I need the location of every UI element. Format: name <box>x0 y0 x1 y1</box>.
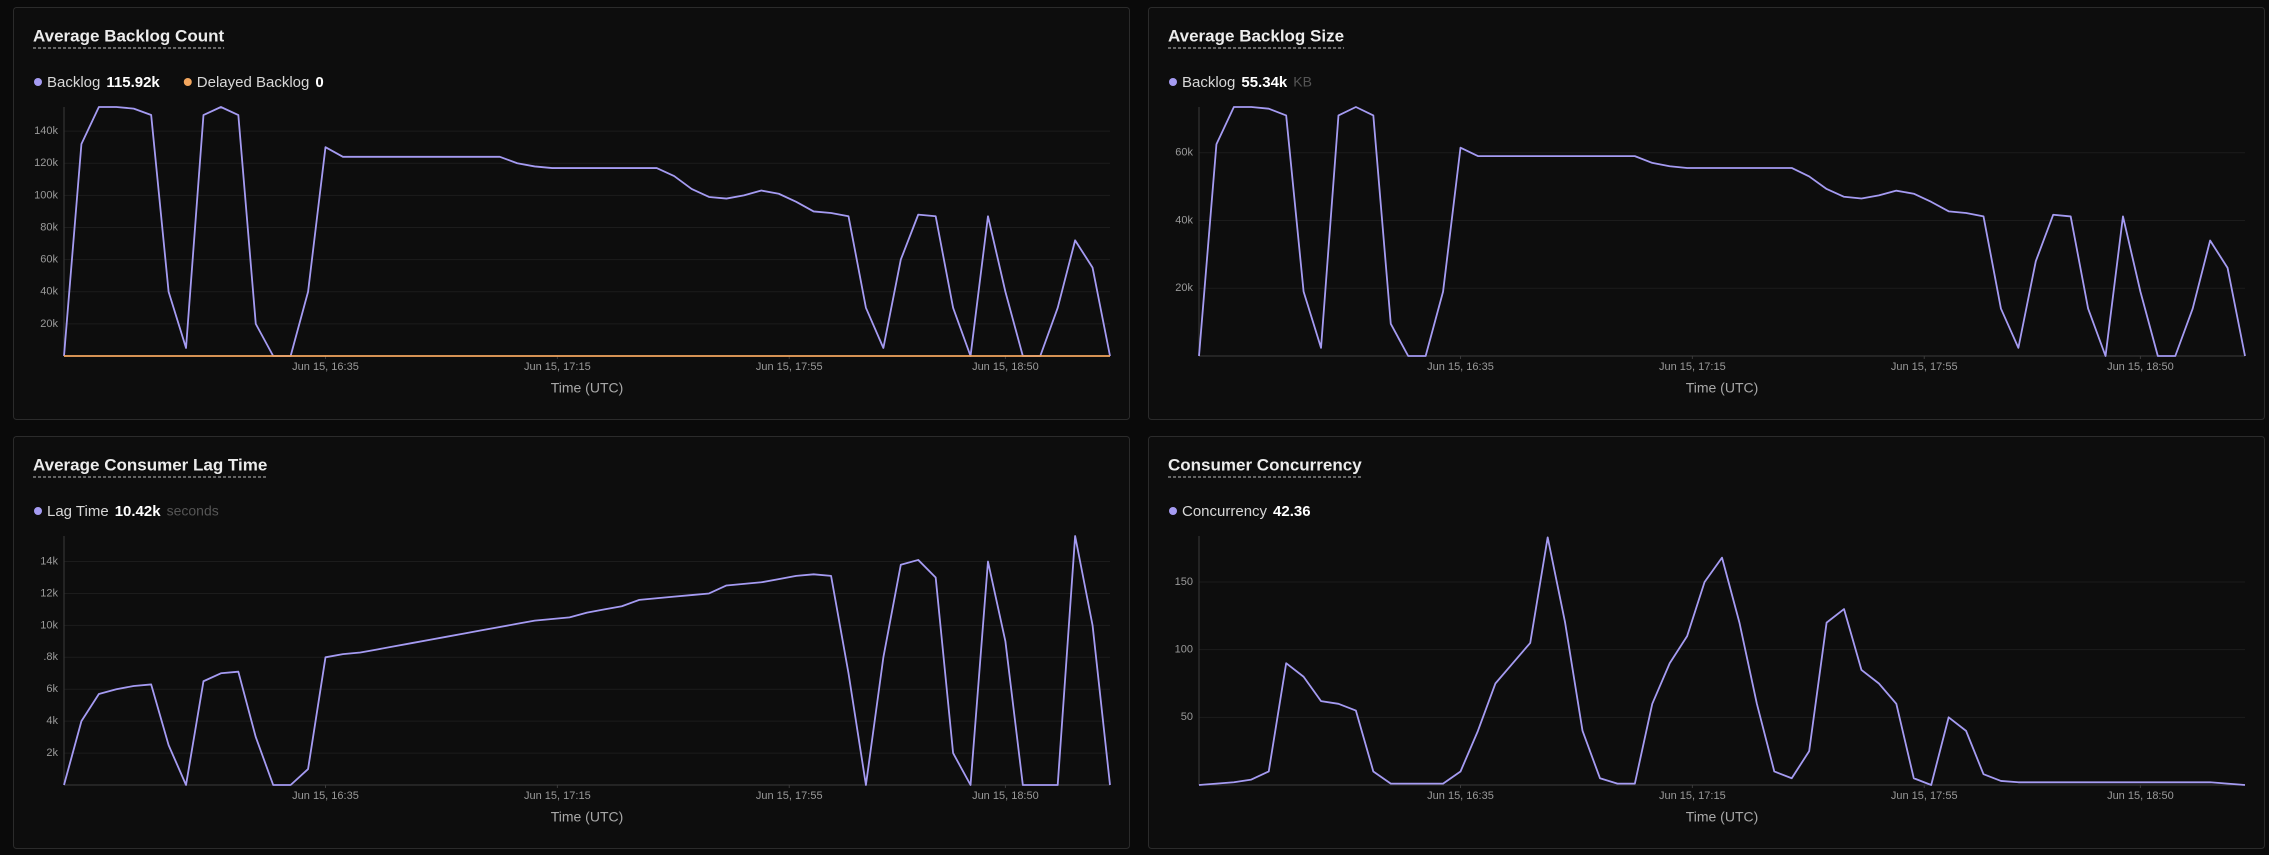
y-tick-label: 40k <box>1175 214 1193 226</box>
legend-marker <box>1169 507 1177 515</box>
y-tick-label: 40k <box>40 286 58 298</box>
chart-panel: Average Consumer Lag Time Lag Time 10.42k s… <box>13 436 1130 849</box>
x-tick-label: Jun 15, 18:50 <box>972 790 1039 802</box>
x-tick-label: Jun 15, 17:15 <box>1659 790 1726 802</box>
chart-title: Average Backlog Count <box>33 26 224 45</box>
legend-marker <box>34 507 42 515</box>
x-tick-label: Jun 15, 17:15 <box>1659 361 1726 373</box>
panel-frame <box>13 7 1130 420</box>
x-tick-label: Jun 15, 18:50 <box>2107 361 2174 373</box>
chart-panel: Average Backlog Size Backlog 55.34k KB 20k 40… <box>1148 7 2265 420</box>
panel-frame <box>1148 436 2265 849</box>
y-tick-label: 20k <box>1175 282 1193 294</box>
y-tick-label: 150 <box>1175 576 1193 588</box>
panel-frame <box>13 436 1130 849</box>
x-tick-label: Jun 15, 16:35 <box>1427 361 1494 373</box>
y-tick-label: 6k <box>46 683 58 695</box>
x-tick-label: Jun 15, 17:55 <box>1891 361 1958 373</box>
y-tick-label: 50 <box>1181 711 1193 723</box>
x-tick-label: Jun 15, 17:15 <box>524 361 591 373</box>
legend-marker <box>34 78 42 86</box>
legend-label: Delayed Backlog <box>197 74 310 91</box>
x-axis-title: Time (UTC) <box>1686 380 1759 396</box>
legend-marker <box>183 78 192 86</box>
legend-label: Concurrency <box>1182 503 1268 520</box>
y-tick-label: 14k <box>40 555 58 567</box>
chart-title: Average Consumer Lag Time <box>33 455 267 474</box>
y-tick-label: 100 <box>1175 644 1193 656</box>
x-tick-label: Jun 15, 16:35 <box>292 361 359 373</box>
x-tick-label: Jun 15, 17:55 <box>756 361 823 373</box>
legend-label: Backlog <box>1182 74 1235 91</box>
x-tick-label: Jun 15, 16:35 <box>1427 790 1494 802</box>
x-tick-label: Jun 15, 17:15 <box>524 790 591 802</box>
series-line <box>1198 106 2246 357</box>
y-tick-label: 10k <box>40 619 58 631</box>
x-tick-label: Jun 15, 17:55 <box>1891 790 1958 802</box>
legend-value: 42.36 <box>1273 503 1311 520</box>
x-axis-title: Time (UTC) <box>551 809 624 825</box>
x-tick-label: Jun 15, 18:50 <box>972 361 1039 373</box>
series-line <box>63 535 1111 786</box>
y-tick-label: 12k <box>40 587 58 599</box>
x-axis-title: Time (UTC) <box>551 380 624 396</box>
x-tick-label: Jun 15, 17:55 <box>756 790 823 802</box>
legend-unit: seconds <box>167 503 219 519</box>
legend-value: 10.42k <box>115 503 162 520</box>
legend-unit: KB <box>1293 74 1312 90</box>
chart-panel: Average Backlog Count Backlog 115.92k Delay… <box>13 7 1130 420</box>
y-tick-label: 4k <box>46 715 58 727</box>
y-tick-label: 100k <box>34 189 58 201</box>
y-tick-label: 2k <box>46 747 58 759</box>
legend-value: 0 <box>315 74 323 91</box>
legend-marker <box>1169 78 1177 86</box>
x-tick-label: Jun 15, 18:50 <box>2107 790 2174 802</box>
y-tick-label: 60k <box>40 254 58 266</box>
x-tick-label: Jun 15, 16:35 <box>292 790 359 802</box>
x-axis-title: Time (UTC) <box>1686 809 1759 825</box>
y-tick-label: 20k <box>40 318 58 330</box>
y-tick-label: 60k <box>1175 147 1193 159</box>
series-line <box>63 106 1111 357</box>
legend-label: Backlog <box>47 74 100 91</box>
y-tick-label: 140k <box>34 125 58 137</box>
chart-title: Average Backlog Size <box>1168 26 1344 45</box>
chart-panel: Consumer Concurrency Concurrency 42.36 50 10… <box>1148 436 2265 849</box>
y-tick-label: 120k <box>34 157 58 169</box>
legend-value: 115.92k <box>106 74 160 91</box>
panel-frame <box>1148 7 2265 420</box>
y-tick-label: 80k <box>40 221 58 233</box>
legend-value: 55.34k <box>1241 74 1288 91</box>
chart-title: Consumer Concurrency <box>1168 455 1362 474</box>
y-tick-label: .8k <box>43 651 58 663</box>
legend-label: Lag Time <box>47 503 109 520</box>
series-line <box>1198 536 2246 786</box>
